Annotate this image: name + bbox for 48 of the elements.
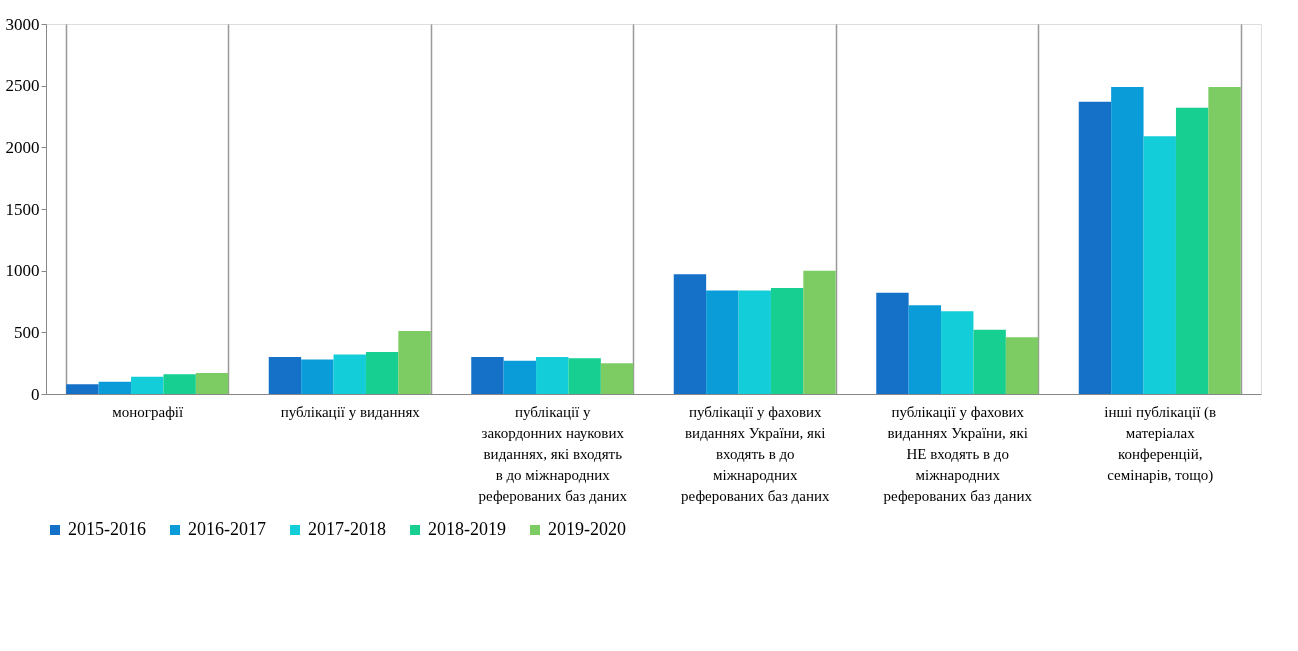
bar: [333, 354, 366, 394]
bar: [1078, 101, 1112, 394]
bar: [706, 290, 739, 394]
bar: [398, 331, 431, 394]
legend-label: 2018-2019: [428, 519, 506, 539]
bar: [973, 329, 1006, 394]
bar: [1143, 136, 1176, 394]
bar: [803, 270, 836, 394]
legend-label: 2015-2016: [68, 519, 146, 539]
x-tick-label: монографії: [112, 403, 185, 420]
bar: [738, 290, 771, 394]
bar: [131, 376, 164, 394]
x-tick-label: публікації у закордонних наукових виданнях, які входять в до міжнародних реферованих баз даних: [478, 403, 628, 504]
y-tick-label: 500: [14, 322, 40, 342]
bar: [568, 358, 601, 394]
y-tick-label: 1500: [5, 199, 40, 219]
bar: [673, 274, 707, 394]
bar: [98, 381, 132, 394]
bar: [195, 373, 229, 394]
legend-label: 2016-2017: [188, 519, 266, 539]
y-tick-label: 3000: [5, 14, 40, 34]
bar: [268, 357, 302, 394]
legend-label: 2017-2018: [308, 519, 386, 539]
bar: [503, 360, 537, 394]
bar: [1208, 86, 1241, 394]
x-tick-label: публікації у фахових виданнях України, які НЕ входять в до міжнародних реферованих баз даних: [883, 403, 1033, 504]
bar: [908, 305, 942, 394]
bar: [941, 311, 974, 394]
bar: [1111, 86, 1144, 394]
bar: [66, 384, 99, 394]
bar: [876, 292, 909, 394]
bar: [163, 374, 196, 394]
bar: [1175, 107, 1209, 394]
y-tick-label: 0: [31, 384, 40, 404]
bar: [471, 357, 504, 394]
bar: [365, 352, 399, 394]
x-tick-label: публікації у виданнях: [280, 403, 421, 420]
y-tick-label: 2000: [5, 137, 40, 157]
y-tick-label: 2500: [5, 76, 40, 96]
legend-label: 2019-2020: [548, 519, 626, 539]
x-tick-label: інші публікації (в матеріалах конференцій, семінарів, тощо): [1104, 403, 1217, 484]
x-tick-label: публікації у фахових виданнях України, які входять в до міжнародних реферованих баз даних: [681, 403, 830, 504]
y-tick-label: 1000: [5, 261, 40, 281]
bar: [536, 357, 569, 394]
bar: [1005, 337, 1039, 394]
bar: [600, 363, 634, 394]
bar: [770, 287, 804, 394]
bar: [301, 359, 334, 394]
